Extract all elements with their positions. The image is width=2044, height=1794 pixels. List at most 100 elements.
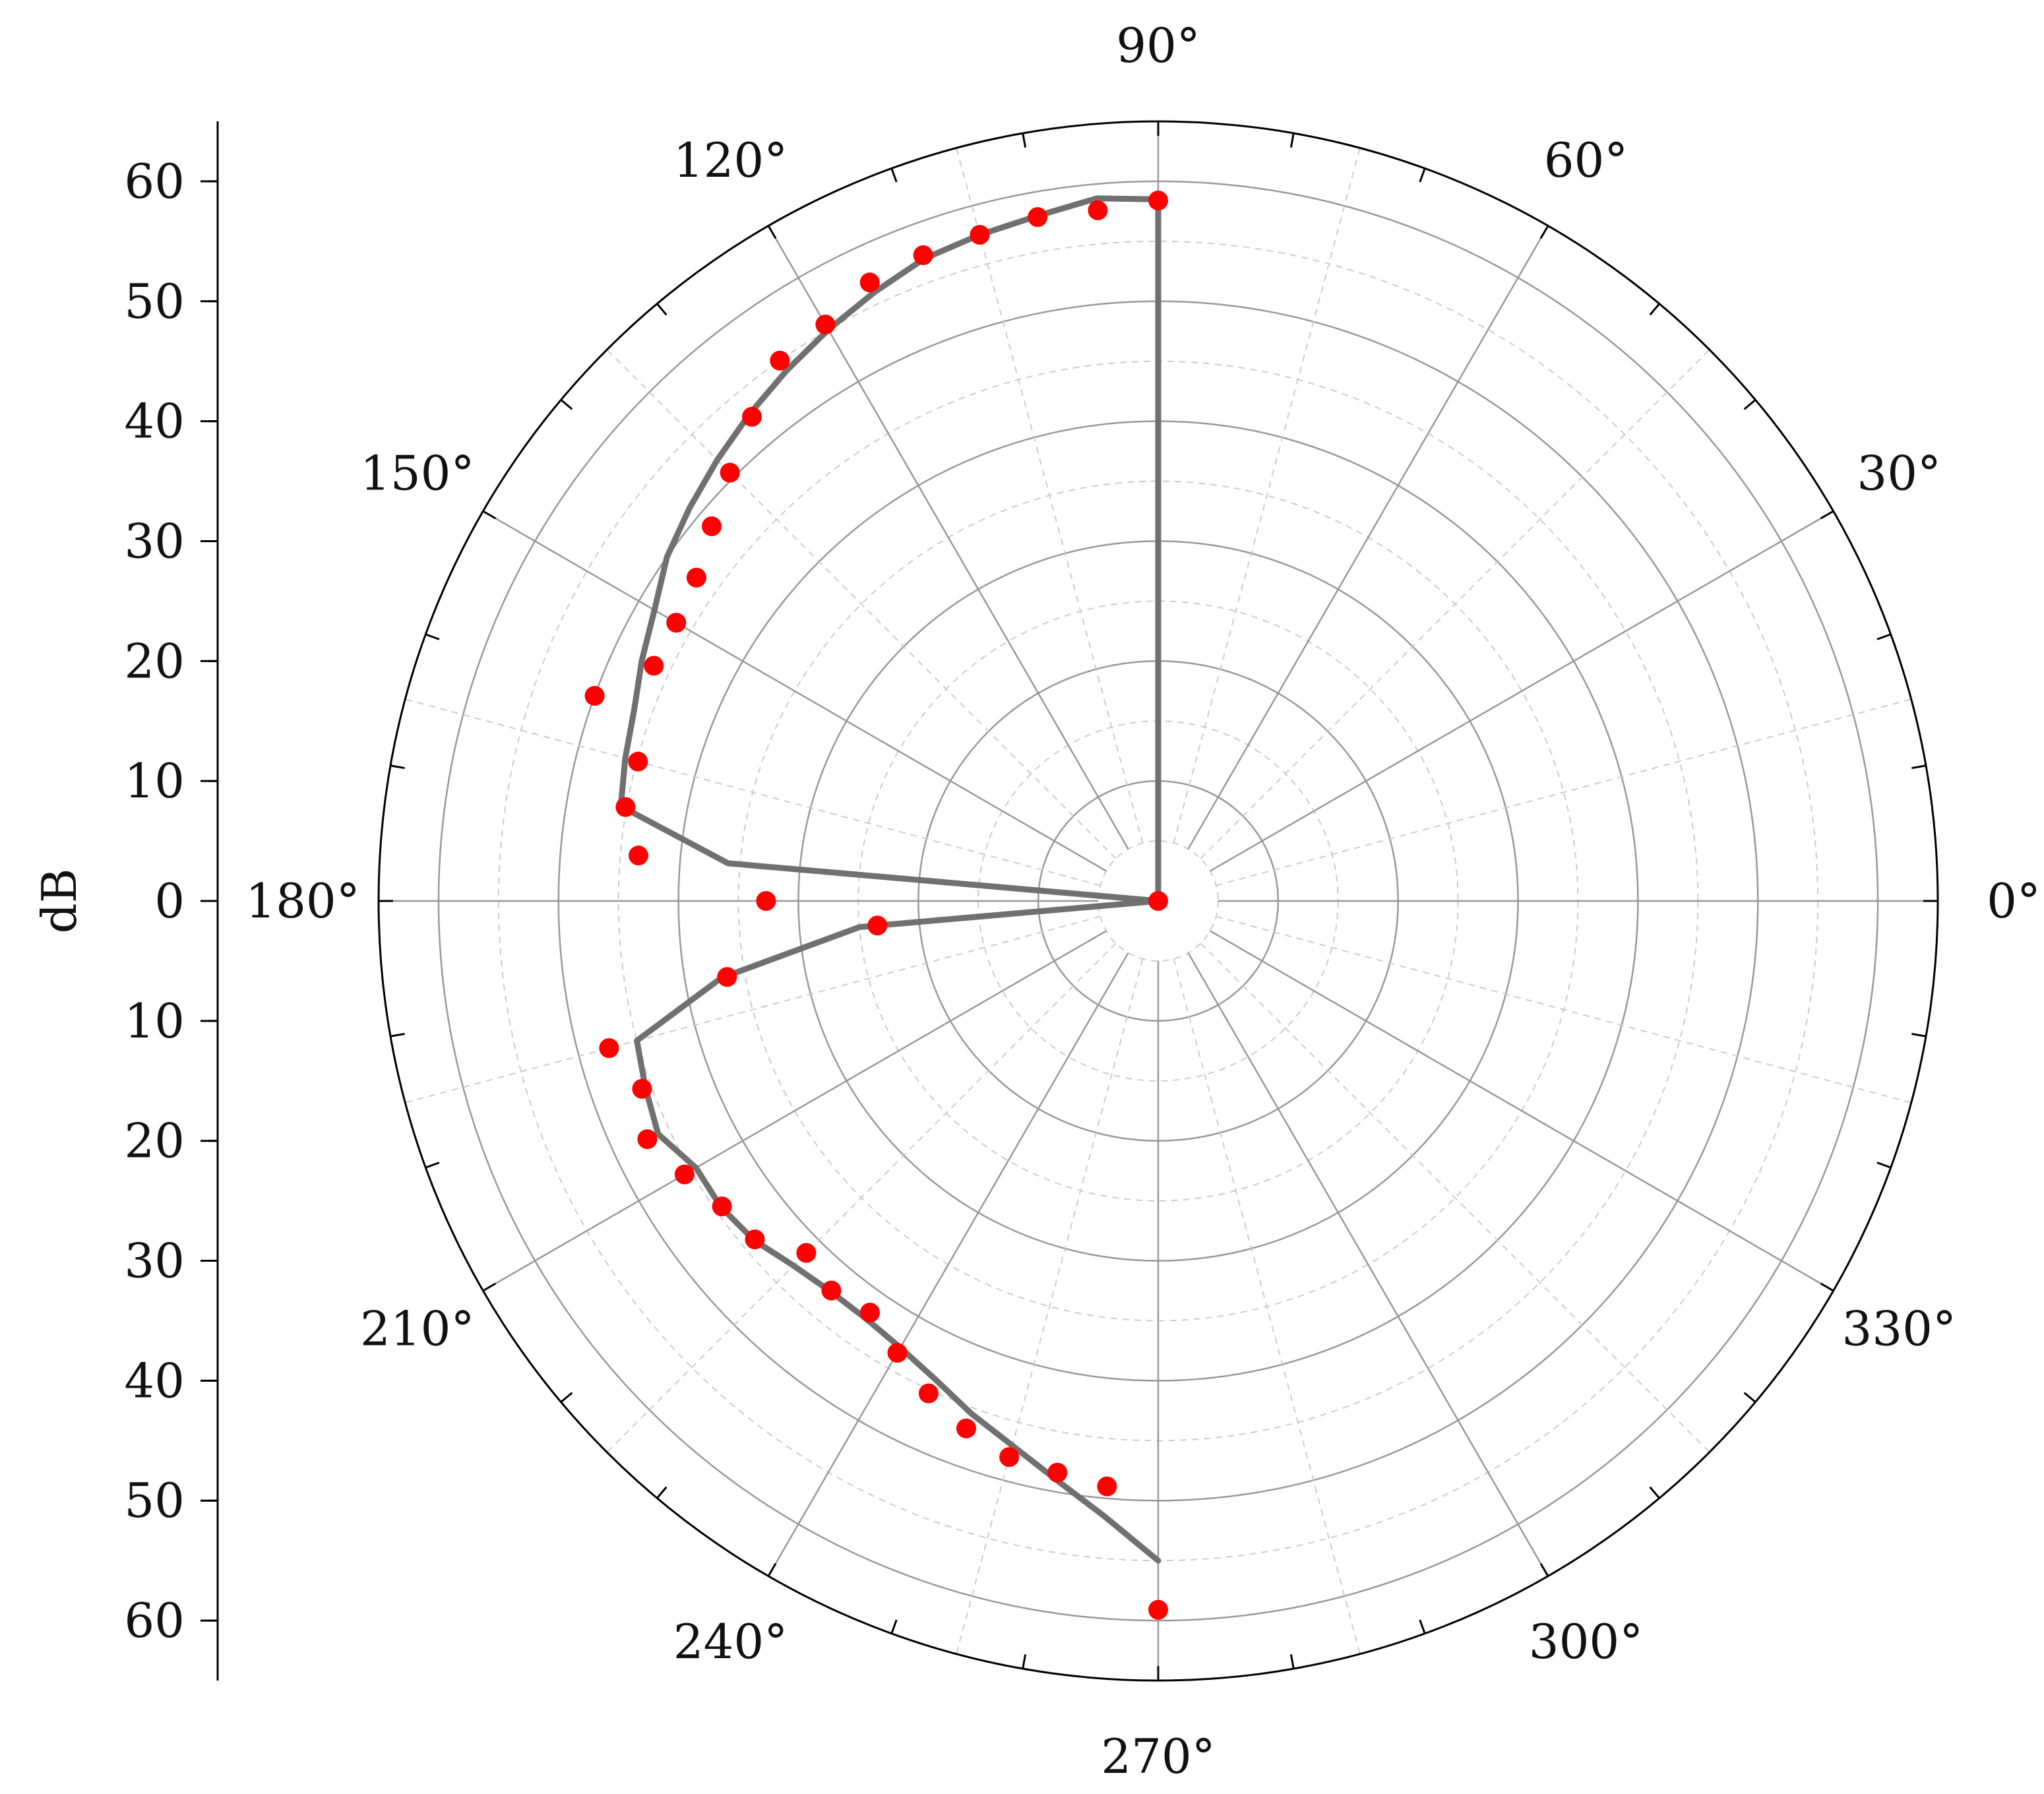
series-point bbox=[599, 1038, 619, 1059]
grid-spoke-minor bbox=[956, 148, 1144, 844]
y-tick-label: 0 bbox=[154, 873, 185, 929]
y-tick-label: 10 bbox=[124, 753, 185, 809]
series-point bbox=[701, 516, 722, 536]
angle-tick bbox=[656, 303, 667, 316]
angle-tick bbox=[1911, 1032, 1927, 1037]
polar-frame bbox=[377, 120, 1939, 1682]
y-tick-label: 20 bbox=[124, 1113, 185, 1169]
y-tick-label: 40 bbox=[124, 394, 185, 449]
angle-tick bbox=[890, 1619, 898, 1634]
left-db-axis: dB 60 50 40 30 20 10 0 10 20 30 40 50 60 bbox=[32, 121, 219, 1681]
series-line-layer bbox=[617, 195, 1161, 1564]
series-point bbox=[887, 1343, 908, 1363]
grid-spoke-minor bbox=[1200, 349, 1710, 859]
series-point bbox=[970, 225, 990, 245]
angle-tick bbox=[1649, 1486, 1660, 1499]
angle-tick bbox=[482, 510, 497, 520]
series-point bbox=[1097, 1476, 1117, 1497]
angle-tick bbox=[390, 1032, 405, 1037]
series-point bbox=[867, 915, 888, 936]
y-tick-label: 10 bbox=[124, 993, 185, 1049]
angle-tick bbox=[1743, 1392, 1756, 1403]
y-tick-label: 30 bbox=[124, 1233, 185, 1289]
series-point bbox=[666, 613, 687, 633]
series-point bbox=[741, 406, 762, 427]
series-point bbox=[956, 1418, 976, 1438]
angle-label: 90° bbox=[1116, 18, 1200, 73]
y-tick-label: 40 bbox=[124, 1353, 185, 1408]
y-tick-label: 50 bbox=[124, 274, 185, 329]
series-points-layer bbox=[584, 191, 1168, 1620]
series-point bbox=[632, 1078, 652, 1099]
series-point bbox=[745, 1229, 765, 1250]
angle-tick bbox=[1820, 510, 1834, 520]
series-point bbox=[913, 245, 933, 265]
grid-spoke-major bbox=[1210, 510, 1834, 872]
series-point bbox=[717, 967, 737, 987]
grid-spoke-major bbox=[767, 952, 1129, 1577]
series-point bbox=[674, 1164, 695, 1185]
angle-tick bbox=[1539, 225, 1549, 239]
angle-tick bbox=[425, 1161, 440, 1169]
grid-spoke-minor bbox=[606, 943, 1117, 1453]
angle-label: 180° bbox=[245, 873, 359, 929]
angle-tick bbox=[1911, 764, 1927, 770]
series-point bbox=[720, 462, 740, 483]
series-point bbox=[999, 1447, 1020, 1468]
angle-tick bbox=[767, 1562, 777, 1577]
y-tick-label: 60 bbox=[124, 1593, 185, 1648]
angle-label: 270° bbox=[1101, 1729, 1215, 1784]
angle-label: 330° bbox=[1842, 1301, 1956, 1357]
series-point bbox=[686, 567, 706, 588]
series-point bbox=[815, 314, 836, 334]
grid-spoke-minor bbox=[1173, 148, 1361, 844]
y-tick-label: 60 bbox=[124, 154, 185, 209]
angle-tick bbox=[1876, 633, 1892, 640]
grid-spoke-major bbox=[482, 930, 1107, 1292]
y-tick-label: 50 bbox=[124, 1473, 185, 1528]
angle-tick bbox=[390, 764, 405, 770]
series-point bbox=[1047, 1462, 1068, 1483]
series-point bbox=[1148, 891, 1168, 911]
y-tick-label: 20 bbox=[124, 633, 185, 689]
series-point bbox=[918, 1383, 939, 1404]
angle-tick bbox=[1419, 1619, 1426, 1634]
angle-label: 300° bbox=[1529, 1614, 1643, 1669]
series-point bbox=[859, 1303, 880, 1323]
angle-tick bbox=[560, 1392, 573, 1403]
angle-tick bbox=[1820, 1282, 1834, 1292]
grid-spoke-major bbox=[1187, 952, 1549, 1577]
angle-tick bbox=[1022, 133, 1027, 148]
grid-spoke-major bbox=[1187, 225, 1549, 850]
angle-tick bbox=[1539, 1562, 1549, 1577]
angle-tick bbox=[656, 1486, 667, 1499]
grid-spoke-minor bbox=[606, 349, 1117, 859]
angle-tick bbox=[1743, 399, 1756, 410]
angle-label: 60° bbox=[1544, 133, 1628, 188]
series-point bbox=[615, 797, 636, 817]
grid-spoke-minor bbox=[956, 958, 1144, 1654]
series-point bbox=[1088, 200, 1108, 220]
y-axis-title: dB bbox=[32, 869, 87, 934]
angle-labels: 0° 30° 60° 90° 120° 150° 180° 210° 240° 270° 300° 3… bbox=[245, 18, 2041, 1784]
series-point bbox=[859, 272, 880, 293]
series-point bbox=[770, 350, 790, 371]
angle-tick bbox=[1649, 303, 1660, 316]
y-tick-label: 30 bbox=[124, 513, 185, 569]
grid-spoke-major bbox=[482, 510, 1107, 872]
grid-spoke-minor bbox=[1216, 698, 1911, 886]
series-point bbox=[584, 686, 605, 706]
grid-spoke-minor bbox=[405, 915, 1101, 1103]
grid-spoke-minor bbox=[1173, 958, 1361, 1654]
series-point bbox=[1148, 1599, 1168, 1620]
series-point bbox=[756, 891, 776, 911]
series-point bbox=[821, 1280, 842, 1301]
series-point bbox=[628, 751, 648, 772]
grid-spoke-minor bbox=[405, 698, 1101, 886]
angle-tick bbox=[890, 168, 898, 183]
series-point bbox=[644, 656, 664, 676]
angle-tick bbox=[1289, 133, 1295, 148]
series-point bbox=[796, 1243, 817, 1263]
series-line bbox=[617, 195, 1161, 1564]
